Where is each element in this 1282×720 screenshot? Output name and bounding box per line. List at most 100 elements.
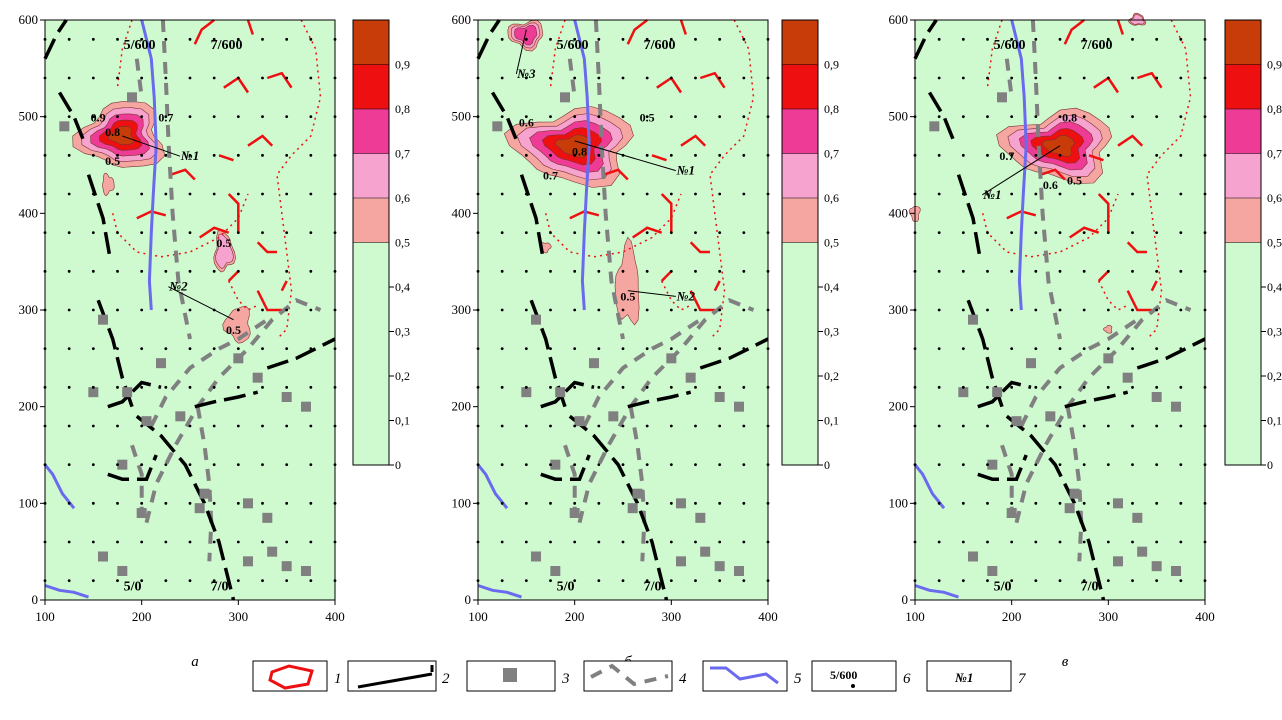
- grid-point: [261, 540, 264, 544]
- colorbar-tick-label: 0,9: [1267, 58, 1282, 72]
- contour-label: 0.5: [226, 323, 241, 337]
- grid-point: [285, 192, 289, 196]
- gray-square: [59, 121, 70, 132]
- grid-point: [140, 269, 144, 273]
- grid-point: [1010, 347, 1014, 351]
- grid-point: [718, 463, 722, 467]
- grid-point: [140, 540, 144, 544]
- red-contour-segment: [1116, 19, 1124, 35]
- legend-box-5: [702, 660, 788, 692]
- blue-line: [913, 463, 946, 510]
- grid-point: [140, 76, 144, 80]
- colorbar-band: [782, 64, 818, 109]
- black-fault-line: [194, 390, 259, 409]
- grid-point: [718, 540, 722, 544]
- grid-point: [236, 308, 240, 312]
- grid-point: [212, 501, 216, 505]
- gray-square: [1011, 416, 1022, 427]
- grid-point: [188, 269, 192, 273]
- colorbar-band: [1225, 153, 1261, 198]
- gray-square: [666, 353, 677, 364]
- gray-square: [589, 358, 599, 369]
- gray-dashed-line: [130, 444, 144, 513]
- grid-point: [1058, 579, 1062, 583]
- colorbar-tick-label: 0,8: [824, 102, 839, 116]
- grid-point: [1034, 269, 1038, 273]
- grid-point: [188, 385, 192, 389]
- grid-point: [212, 463, 216, 467]
- grid-point: [1010, 385, 1014, 389]
- grid-point: [645, 385, 649, 389]
- grid-point: [285, 37, 289, 41]
- gray-dashed-line: [1065, 406, 1084, 562]
- black-fault-line: [57, 91, 86, 142]
- legend-box-7: [926, 660, 1012, 692]
- black-fault-line: [490, 91, 519, 142]
- grid-point: [1034, 501, 1038, 505]
- grid-point: [1058, 385, 1062, 389]
- colorbar-band: [782, 20, 818, 65]
- corner-label: 5/0: [124, 580, 142, 595]
- grid-point: [1155, 308, 1159, 312]
- anomaly-label: №1: [676, 163, 695, 178]
- gray-square: [243, 498, 253, 509]
- y-tick-label: 200: [452, 399, 472, 414]
- grid-point: [573, 269, 577, 273]
- colorbar-band: [353, 109, 389, 154]
- grid-point: [1179, 540, 1183, 544]
- grid-point: [188, 579, 192, 583]
- grid-point: [91, 76, 95, 80]
- grid-point: [1082, 192, 1086, 196]
- grid-point: [742, 231, 746, 235]
- grid-point: [694, 424, 697, 428]
- grid-point: [1010, 540, 1014, 544]
- grid-point: [961, 463, 965, 467]
- grid-point: [986, 231, 989, 235]
- colorbar-band: [1225, 109, 1261, 154]
- grid-point: [937, 115, 941, 119]
- grid-point: [718, 192, 722, 196]
- grid-point: [597, 385, 601, 389]
- grid-point: [500, 347, 504, 351]
- gray-dashed-line: [195, 406, 214, 562]
- grid-point: [1179, 76, 1183, 80]
- grid-point: [67, 308, 71, 312]
- grid-point: [669, 385, 673, 389]
- colorbar-tick-label: 0,7: [395, 147, 410, 161]
- grid-point: [549, 540, 552, 544]
- grid-point: [116, 579, 119, 583]
- gray-square: [987, 459, 998, 470]
- gray-dashed-line: [567, 58, 577, 98]
- red-contour-segment: [660, 193, 673, 233]
- colorbar-tick-label: 0,5: [395, 236, 410, 250]
- grid-point: [1034, 424, 1038, 428]
- grid-point: [573, 540, 577, 544]
- grid-point: [597, 463, 601, 467]
- colorbar-tick-label: 0,2: [1267, 369, 1282, 383]
- x-tick-label: 300: [229, 609, 249, 624]
- grid-point: [1058, 37, 1062, 41]
- grid-point: [285, 153, 289, 157]
- colorbar-band: [353, 198, 389, 243]
- grid-point: [597, 424, 601, 428]
- grid-point: [1179, 308, 1183, 312]
- grid-point: [1010, 192, 1014, 196]
- legend-blue-line-icon: [710, 666, 779, 685]
- colorbar-band: [782, 109, 818, 154]
- grid-point: [645, 269, 649, 273]
- grid-point: [597, 540, 601, 544]
- grid-point: [1082, 385, 1086, 389]
- grid-point: [309, 540, 313, 544]
- grid-point: [188, 76, 192, 80]
- grid-point: [212, 540, 216, 544]
- grid-point: [116, 540, 119, 544]
- grid-point: [1010, 424, 1014, 428]
- grid-point: [1034, 76, 1038, 80]
- grid-point: [1179, 269, 1183, 273]
- colorbar-tick-label: 0,8: [395, 102, 410, 116]
- grid-point: [309, 501, 313, 505]
- grid-point: [1106, 115, 1110, 119]
- y-tick-label: 0: [465, 592, 472, 607]
- grid-point: [573, 153, 577, 157]
- red-contour-segment: [651, 154, 667, 162]
